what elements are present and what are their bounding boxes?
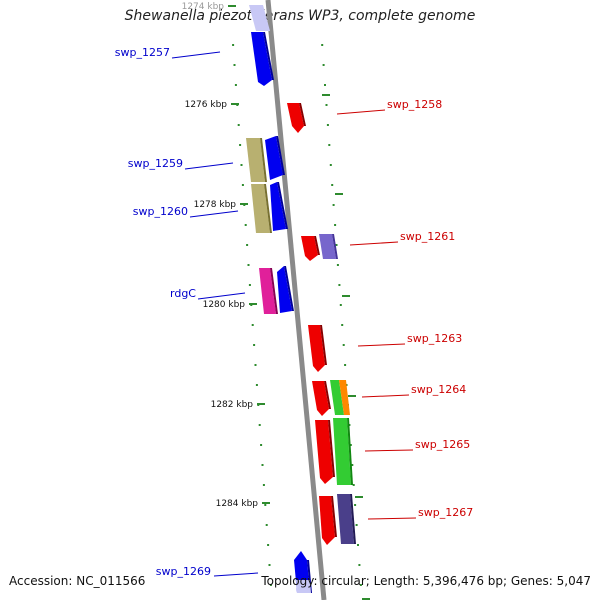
gene-labels: swp_1257 swp_1258 swp_1259 swp_1260 swp_1261… <box>115 46 473 578</box>
gene-label-leader <box>197 292 246 300</box>
guide-dot <box>351 464 354 466</box>
guide-dot <box>339 304 342 306</box>
guide-dot <box>344 364 347 366</box>
gene-label-leader <box>213 572 259 577</box>
gene-label-leader <box>367 517 417 520</box>
feature-swp-1257[interactable] <box>249 5 274 86</box>
guide-dot <box>322 64 325 66</box>
feature-swp-1263[interactable] <box>308 325 327 372</box>
gene-label[interactable]: rdgC <box>170 287 196 300</box>
guide-dot <box>349 444 352 446</box>
guide-dot <box>233 64 236 66</box>
tick-label: 1280 kbp <box>203 300 246 310</box>
gene-label-leader <box>364 449 414 452</box>
feature-swp-1261[interactable] <box>301 234 338 261</box>
feature-rdgc[interactable] <box>259 266 294 314</box>
gene-label-leader <box>361 394 410 398</box>
tick-label: 1284 kbp <box>216 499 259 509</box>
gene-label[interactable]: swp_1259 <box>128 157 183 170</box>
guide-dot <box>338 284 341 286</box>
guide-dot <box>264 504 267 506</box>
guide-dot <box>355 524 358 526</box>
feature-swp-1264[interactable] <box>312 380 350 416</box>
accession-text: Accession: NC_011566 <box>9 574 146 588</box>
guide-dot <box>246 244 249 246</box>
gene-label-leader <box>349 241 399 246</box>
guide-dot <box>352 484 355 486</box>
guide-dot <box>334 224 337 226</box>
guide-dot <box>234 84 237 86</box>
guide-dot <box>354 504 357 506</box>
feature-swp-1260[interactable] <box>251 182 288 233</box>
guide-dot <box>258 424 261 426</box>
guide-dot <box>254 364 257 366</box>
guide-dot <box>335 244 338 246</box>
guide-dot <box>239 144 242 146</box>
guide-dot <box>248 284 251 286</box>
guide-dot <box>247 264 250 266</box>
guide-dot <box>326 124 329 126</box>
tick-label: 1278 kbp <box>194 200 237 210</box>
gene-label[interactable]: swp_1257 <box>115 46 170 59</box>
feature-swp-1259[interactable] <box>246 136 285 182</box>
tick-label: 1282 kbp <box>211 400 254 410</box>
feature-swp-1258[interactable] <box>287 103 306 133</box>
guide-dot <box>341 324 344 326</box>
guide-dot <box>262 484 265 486</box>
gene-label[interactable]: swp_1265 <box>415 438 470 451</box>
gene-label[interactable]: swp_1263 <box>407 332 462 345</box>
guide-dot <box>255 384 258 386</box>
guide-dot <box>357 544 359 546</box>
guide-dot <box>240 164 243 166</box>
gene-label[interactable]: swp_1267 <box>418 506 473 519</box>
guide-dot <box>359 584 362 586</box>
guide-dot <box>342 344 345 346</box>
guide-dot <box>328 144 331 146</box>
guide-dot <box>324 84 326 86</box>
feature-swp-1267[interactable] <box>319 494 356 545</box>
guide-dot <box>321 44 324 46</box>
guide-dot <box>241 184 244 186</box>
guide-dot <box>260 444 263 446</box>
guide-dot <box>267 544 270 546</box>
gene-label[interactable]: swp_1261 <box>400 230 455 243</box>
guide-dot <box>269 584 272 586</box>
gene-label-leader <box>189 210 239 218</box>
guide-dot <box>265 524 268 526</box>
gene-label-leader <box>336 109 386 115</box>
gene-label-leader <box>171 51 221 59</box>
gene-label-leader <box>357 343 406 347</box>
guide-dot <box>358 564 361 566</box>
guide-dot <box>329 164 332 166</box>
genome-backbone <box>265 0 327 600</box>
guide-dot <box>336 264 339 266</box>
guide-dot <box>332 204 335 206</box>
guide-dot <box>232 44 235 46</box>
gene-label[interactable]: swp_1260 <box>133 205 188 218</box>
guide-dot <box>268 564 271 566</box>
guide-dot <box>244 224 247 226</box>
topology-text: Topology: circular; Length: 5,396,476 bp… <box>261 574 591 588</box>
feature-blocks <box>246 5 356 593</box>
tick-marks: 1274 kbp 1276 kbp 1278 kbp 1280 kbp 1282 kbp… <box>182 2 370 600</box>
feature-swp-1265[interactable] <box>315 418 353 485</box>
tick-label: 1276 kbp <box>185 100 228 110</box>
guide-dot <box>237 124 240 126</box>
gene-label[interactable]: swp_1264 <box>411 383 466 396</box>
tick-label: 1274 kbp <box>182 2 225 12</box>
guide-dot <box>253 344 256 346</box>
gene-label[interactable]: swp_1269 <box>156 565 211 578</box>
guide-dot <box>261 464 264 466</box>
gene-label[interactable]: swp_1258 <box>387 98 442 111</box>
feature-swp-1269[interactable] <box>294 551 312 593</box>
gene-label-leader <box>184 162 234 170</box>
guide-dot <box>331 184 334 186</box>
guide-dot <box>325 104 328 106</box>
guide-dot <box>251 324 254 326</box>
map-title: Shewanella piezotolerans WP3, complete g… <box>124 8 476 24</box>
